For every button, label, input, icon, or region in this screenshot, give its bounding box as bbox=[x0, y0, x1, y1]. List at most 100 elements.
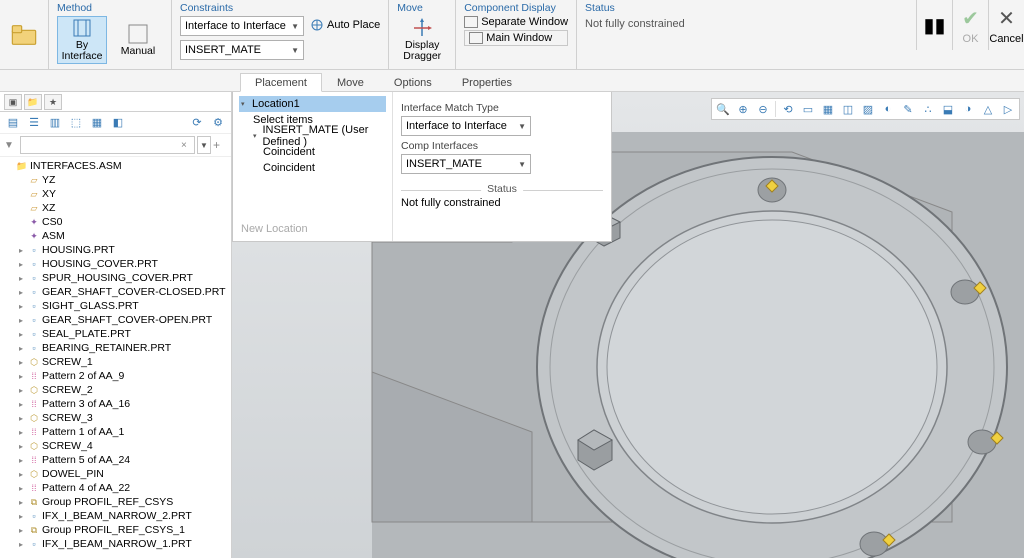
tree-row[interactable]: ▸▫IFX_I_BEAM_NARROW_1.PRT bbox=[0, 537, 231, 551]
tree-row[interactable]: ▱XY bbox=[0, 187, 231, 201]
tree-row[interactable]: ▸⁞⁞Pattern 4 of AA_22 bbox=[0, 481, 231, 495]
toolbar-btn[interactable]: ▦ bbox=[88, 114, 106, 132]
expand-icon[interactable]: ▸ bbox=[16, 498, 26, 507]
tree-row[interactable]: ▸▫IFX_I_BEAM_NARROW_2.PRT bbox=[0, 509, 231, 523]
expand-icon[interactable]: ▸ bbox=[16, 470, 26, 479]
toolbar-btn[interactable]: ☰ bbox=[25, 114, 43, 132]
search-dropdown[interactable]: ▼ bbox=[197, 136, 211, 154]
interface-match-dropdown[interactable]: Interface to Interface▼ bbox=[401, 116, 531, 136]
by-interface-button[interactable]: By Interface bbox=[57, 16, 107, 64]
tree-row[interactable]: ▸⧉Group PROFIL_REF_CSYS bbox=[0, 495, 231, 509]
tab-options[interactable]: Options bbox=[379, 73, 447, 91]
display-icon[interactable]: ⬓ bbox=[939, 100, 957, 118]
expand-icon[interactable]: ▸ bbox=[16, 400, 26, 409]
new-location-link[interactable]: New Location bbox=[241, 223, 308, 235]
main-window-button[interactable]: Main Window bbox=[464, 30, 568, 46]
view-icon[interactable]: ◫ bbox=[839, 100, 857, 118]
display-icon[interactable]: ▷ bbox=[999, 100, 1017, 118]
tree-row[interactable]: ✦ASM bbox=[0, 229, 231, 243]
display-icon[interactable]: ◐ bbox=[879, 100, 897, 118]
expand-icon[interactable]: ▸ bbox=[16, 526, 26, 535]
auto-place-checkbox[interactable]: Auto Place bbox=[310, 18, 380, 32]
tree-row[interactable]: ▸▫GEAR_SHAFT_COVER-CLOSED.PRT bbox=[0, 285, 231, 299]
expand-icon[interactable]: ▸ bbox=[16, 428, 26, 437]
expand-icon[interactable]: ▸ bbox=[16, 358, 26, 367]
pause-button[interactable]: ▮▮ bbox=[916, 0, 952, 50]
toolbar-btn[interactable]: ▥ bbox=[46, 114, 64, 132]
toolbar-btn[interactable]: ◧ bbox=[109, 114, 127, 132]
interface-type-dropdown[interactable]: Interface to Interface▼ bbox=[180, 16, 304, 36]
tree-row[interactable]: ▸⬡SCREW_4 bbox=[0, 439, 231, 453]
insert-mate-dropdown[interactable]: INSERT_MATE▼ bbox=[180, 40, 304, 60]
tab-move[interactable]: Move bbox=[322, 73, 379, 91]
expand-icon[interactable]: ▸ bbox=[16, 260, 26, 269]
tree-row[interactable]: ▸⬡DOWEL_PIN bbox=[0, 467, 231, 481]
manual-button[interactable]: Manual bbox=[113, 16, 163, 64]
display-dragger-button[interactable]: Display Dragger bbox=[397, 16, 447, 64]
view-icon[interactable]: ▦ bbox=[819, 100, 837, 118]
separate-window-button[interactable]: Separate Window bbox=[464, 16, 568, 28]
tree-row[interactable]: ✦CS0 bbox=[0, 215, 231, 229]
refit-icon[interactable]: ⟲ bbox=[779, 100, 797, 118]
display-icon[interactable]: △ bbox=[979, 100, 997, 118]
tree-row[interactable]: ▱YZ bbox=[0, 173, 231, 187]
tree-row[interactable]: ▸⬡SCREW_1 bbox=[0, 355, 231, 369]
expand-icon[interactable]: ▸ bbox=[16, 316, 26, 325]
expand-icon[interactable]: ▸ bbox=[16, 330, 26, 339]
tree-row[interactable]: ▸▫HOUSING_COVER.PRT bbox=[0, 257, 231, 271]
tab-placement[interactable]: Placement bbox=[240, 73, 322, 92]
expand-icon[interactable]: ▸ bbox=[16, 344, 26, 353]
view-icon[interactable]: ▭ bbox=[799, 100, 817, 118]
comp-interfaces-dropdown[interactable]: INSERT_MATE▼ bbox=[401, 154, 531, 174]
tree-row[interactable]: ▸▫SEAL_PLATE.PRT bbox=[0, 327, 231, 341]
tree-row[interactable]: ▸▫GEAR_SHAFT_COVER-OPEN.PRT bbox=[0, 313, 231, 327]
add-icon[interactable]: + bbox=[213, 138, 227, 152]
toolbar-btn[interactable]: ⟳ bbox=[188, 114, 206, 132]
expand-icon[interactable]: ▸ bbox=[16, 484, 26, 493]
tree-row[interactable]: ▸▫SPUR_HOUSING_COVER.PRT bbox=[0, 271, 231, 285]
display-icon[interactable]: ◑ bbox=[959, 100, 977, 118]
tree-tab-1[interactable]: ▣ bbox=[4, 94, 22, 110]
expand-icon[interactable]: ▸ bbox=[16, 372, 26, 381]
expand-icon[interactable]: ▸ bbox=[16, 386, 26, 395]
expand-icon[interactable]: ▸ bbox=[16, 512, 26, 521]
tree-row[interactable]: ▸⧉Group PROFIL_REF_CSYS_1 bbox=[0, 523, 231, 537]
coincident-row[interactable]: Coincident bbox=[239, 160, 386, 176]
insert-mate-row[interactable]: ▾INSERT_MATE (User Defined ) bbox=[239, 128, 386, 144]
view-icon[interactable]: ▨ bbox=[859, 100, 877, 118]
display-icon[interactable]: ∴ bbox=[919, 100, 937, 118]
tree-row[interactable]: ▸▫SIGHT_GLASS.PRT bbox=[0, 299, 231, 313]
expand-icon[interactable]: ▸ bbox=[16, 274, 26, 283]
toolbar-btn[interactable]: ⬚ bbox=[67, 114, 85, 132]
display-icon[interactable]: ✎ bbox=[899, 100, 917, 118]
expand-icon[interactable]: ▸ bbox=[16, 540, 26, 549]
expand-icon[interactable]: ▸ bbox=[16, 456, 26, 465]
cancel-button[interactable]: ✕Cancel bbox=[988, 0, 1024, 50]
toolbar-btn[interactable]: ⚙ bbox=[209, 114, 227, 132]
expand-icon[interactable]: ▸ bbox=[16, 246, 26, 255]
expand-icon[interactable]: ▸ bbox=[16, 442, 26, 451]
expand-icon[interactable]: ▸ bbox=[16, 288, 26, 297]
zoom-in-icon[interactable]: 🔍 bbox=[714, 100, 732, 118]
tree-row[interactable]: ▸⁞⁞Pattern 5 of AA_24 bbox=[0, 453, 231, 467]
toolbar-btn[interactable]: ▤ bbox=[4, 114, 22, 132]
tree-row[interactable]: ▸⬡SCREW_2 bbox=[0, 383, 231, 397]
tree-search-input[interactable] bbox=[20, 136, 195, 154]
tree-row[interactable]: ▸⁞⁞Pattern 1 of AA_1 bbox=[0, 425, 231, 439]
expand-icon[interactable]: ▸ bbox=[16, 302, 26, 311]
tab-properties[interactable]: Properties bbox=[447, 73, 527, 91]
tree-row[interactable]: 📁INTERFACES.ASM bbox=[0, 159, 231, 173]
ok-button[interactable]: ✔OK bbox=[952, 0, 988, 50]
tree-row[interactable]: ▸▫BEARING_RETAINER.PRT bbox=[0, 341, 231, 355]
location-row[interactable]: ▾Location1 bbox=[239, 96, 386, 112]
zoom-fit-icon[interactable]: ⊕ bbox=[734, 100, 752, 118]
expand-icon[interactable]: ▸ bbox=[16, 414, 26, 423]
tree-tab-2[interactable]: 📁 bbox=[24, 94, 42, 110]
tree-row[interactable]: ▸⬡SCREW_3 bbox=[0, 411, 231, 425]
tree-row[interactable]: ▱XZ bbox=[0, 201, 231, 215]
tree-tab-3[interactable]: ★ bbox=[44, 94, 62, 110]
tree-row[interactable]: ▸⁞⁞Pattern 2 of AA_9 bbox=[0, 369, 231, 383]
tree-row[interactable]: ▸▫HOUSING.PRT bbox=[0, 243, 231, 257]
zoom-out-icon[interactable]: ⊖ bbox=[754, 100, 772, 118]
clear-icon[interactable]: × bbox=[181, 140, 195, 151]
